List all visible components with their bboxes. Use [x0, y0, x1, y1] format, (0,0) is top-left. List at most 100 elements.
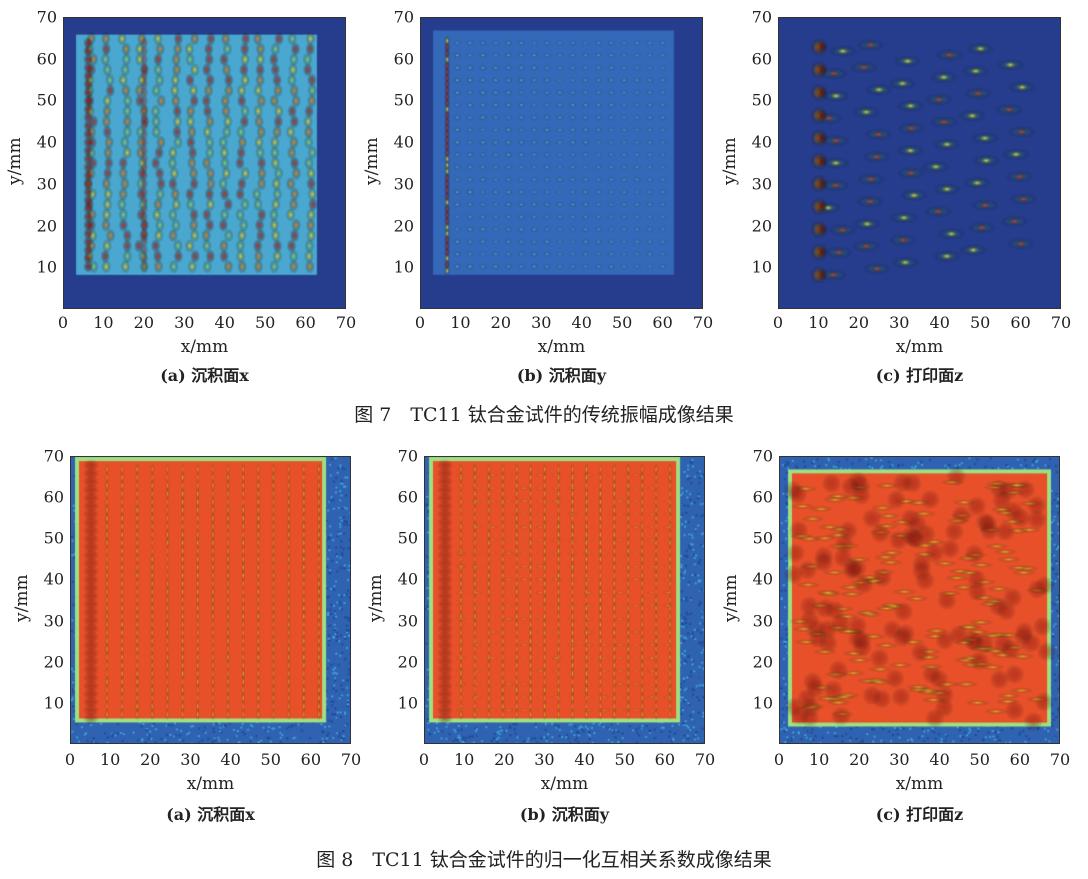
x-tick-label: 40	[214, 313, 235, 332]
x-tick-label: 10	[453, 750, 475, 769]
y-tick-label: 40	[43, 569, 64, 589]
y-tick-label: 60	[397, 487, 418, 507]
y-tick-label: 60	[751, 49, 772, 69]
y-tick-label: 70	[393, 7, 414, 27]
y-tick-label: 50	[752, 528, 773, 548]
x-axis-label: x/mm	[537, 337, 586, 357]
x-tick-label: 20	[133, 313, 155, 332]
heatmap-plot	[63, 17, 346, 309]
y-tick-label: 30	[43, 611, 64, 631]
y-tick-label: 40	[752, 569, 773, 589]
heatmap-plot	[424, 456, 705, 744]
x-tick-label: 70	[692, 313, 714, 332]
heatmap-image	[780, 457, 1059, 743]
subfigure-caption: (c) 打印面z	[875, 366, 964, 385]
x-tick-label: 40	[929, 313, 950, 332]
subfigure-caption: (b) 沉积面y	[519, 805, 610, 824]
heatmap-plot	[70, 456, 351, 744]
heatmap-image	[779, 18, 1060, 308]
x-tick-label: 30	[889, 313, 910, 332]
x-tick-label: 60	[1010, 313, 1031, 332]
x-tick-label: 10	[450, 313, 471, 332]
heatmap-image	[64, 18, 345, 308]
x-tick-label: 0	[418, 750, 430, 769]
x-tick-label: 20	[140, 750, 161, 769]
x-tick-label: 30	[534, 750, 555, 769]
x-tick-label: 0	[772, 313, 784, 332]
figure-8-caption: 图 8 TC11 钛合金试件的归一化互相关系数成像结果	[316, 849, 772, 871]
x-axis-label: x/mm	[895, 337, 944, 357]
x-tick-label: 0	[773, 750, 785, 769]
x-tick-label: 50	[254, 313, 276, 332]
heatmap-plot	[420, 17, 703, 309]
x-tick-label: 50	[614, 750, 635, 769]
x-axis-label: x/mm	[540, 774, 589, 794]
y-tick-label: 70	[397, 446, 418, 466]
x-tick-label: 70	[694, 750, 716, 769]
x-tick-label: 20	[849, 750, 870, 769]
y-tick-label: 60	[752, 487, 773, 507]
y-tick-label: 30	[36, 174, 57, 194]
y-tick-label: 10	[751, 257, 772, 277]
x-tick-label: 0	[414, 313, 426, 332]
y-axis-label: y/mm	[720, 137, 740, 185]
subfigure-caption: (c) 打印面z	[875, 805, 964, 824]
y-tick-label: 40	[36, 132, 57, 152]
x-tick-label: 60	[1009, 750, 1031, 769]
y-tick-label: 10	[36, 257, 57, 277]
y-tick-label: 50	[393, 90, 414, 110]
x-tick-label: 60	[295, 313, 316, 332]
x-tick-label: 40	[571, 313, 592, 332]
y-tick-label: 70	[36, 7, 57, 27]
x-tick-label: 60	[654, 750, 676, 769]
subfigure-caption: (a) 沉积面x	[160, 366, 249, 385]
heatmap-image	[71, 457, 350, 743]
y-tick-label: 60	[36, 49, 57, 69]
x-tick-label: 40	[929, 750, 950, 769]
y-tick-label: 50	[36, 90, 57, 110]
x-tick-label: 50	[260, 750, 281, 769]
x-tick-label: 50	[611, 313, 633, 332]
x-tick-label: 40	[574, 750, 595, 769]
heatmap-plot	[779, 456, 1060, 744]
y-tick-label: 70	[751, 7, 772, 27]
y-axis-label: y/mm	[366, 574, 386, 622]
y-tick-label: 50	[751, 90, 772, 110]
x-tick-label: 70	[335, 313, 357, 332]
y-tick-label: 70	[43, 446, 64, 466]
heatmap-image	[421, 18, 702, 308]
x-axis-label: x/mm	[180, 337, 229, 357]
x-tick-label: 10	[93, 313, 114, 332]
x-tick-label: 50	[969, 750, 990, 769]
y-tick-label: 20	[36, 216, 57, 236]
y-tick-label: 20	[393, 216, 414, 236]
y-axis-label: y/mm	[721, 574, 741, 622]
subfigure-caption: (a) 沉积面x	[166, 805, 255, 824]
y-tick-label: 10	[397, 693, 418, 713]
y-tick-label: 10	[752, 693, 773, 713]
y-tick-label: 40	[393, 132, 414, 152]
x-axis-label: x/mm	[895, 774, 944, 794]
x-tick-label: 40	[220, 750, 241, 769]
y-axis-label: y/mm	[362, 137, 382, 185]
y-tick-label: 30	[752, 611, 773, 631]
x-tick-label: 0	[64, 750, 76, 769]
heatmap-plot	[778, 17, 1061, 309]
x-tick-label: 70	[340, 750, 362, 769]
x-tick-label: 30	[174, 313, 195, 332]
y-tick-label: 20	[751, 216, 772, 236]
y-tick-label: 30	[397, 611, 418, 631]
y-tick-label: 10	[393, 257, 414, 277]
x-tick-label: 50	[969, 313, 991, 332]
figure-7-caption: 图 7 TC11 钛合金试件的传统振幅成像结果	[354, 404, 734, 426]
y-tick-label: 30	[751, 174, 772, 194]
subfigure-caption: (b) 沉积面y	[516, 366, 607, 385]
y-tick-label: 40	[397, 569, 418, 589]
x-tick-label: 0	[57, 313, 69, 332]
x-tick-label: 10	[808, 313, 829, 332]
y-axis-label: y/mm	[5, 137, 25, 185]
y-tick-label: 10	[43, 693, 64, 713]
x-tick-label: 70	[1049, 750, 1071, 769]
x-tick-label: 20	[490, 313, 512, 332]
x-tick-label: 70	[1050, 313, 1072, 332]
